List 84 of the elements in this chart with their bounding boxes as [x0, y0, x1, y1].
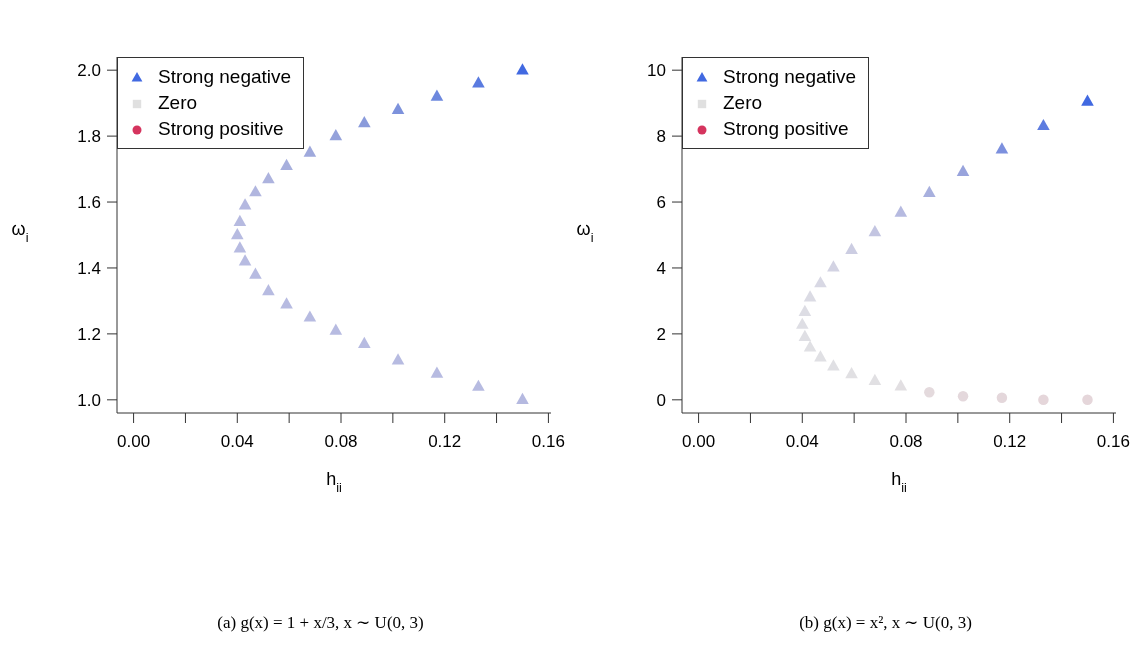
point [845, 367, 858, 379]
y-tick-label: 1.0 [77, 390, 101, 410]
point [472, 76, 485, 88]
x-tick-label: 0.12 [993, 432, 1027, 452]
point [868, 373, 882, 385]
legend-label: Strong positive [158, 117, 284, 141]
y-tick-label: 1.4 [77, 259, 101, 278]
point [894, 205, 908, 217]
point [814, 350, 827, 362]
point [827, 260, 840, 272]
point [868, 225, 882, 237]
point [1082, 394, 1093, 406]
point [391, 102, 405, 114]
point [845, 242, 858, 255]
point [996, 392, 1008, 404]
point [249, 185, 262, 197]
y-tick-label: 1.2 [77, 324, 101, 344]
point [430, 366, 444, 378]
x-tick-label: 0.04 [785, 432, 819, 452]
point [798, 329, 812, 342]
y-tick-label: 2.0 [77, 61, 101, 81]
point [923, 185, 936, 198]
y-tick-label: 2 [656, 324, 666, 344]
x-tick-label: 0.08 [889, 432, 923, 452]
legend-label: Zero [158, 91, 198, 115]
point [280, 158, 293, 170]
point [957, 390, 969, 402]
point [231, 228, 244, 240]
point [391, 353, 405, 365]
point [924, 386, 935, 398]
x-tick-label: 0.04 [220, 432, 254, 452]
x-tick-label: 0.00 [117, 432, 151, 452]
y-tick-label: 8 [656, 127, 666, 147]
x-axis-title: h$_{ii}$ [891, 469, 907, 495]
point [798, 304, 812, 316]
point [262, 171, 275, 184]
x-tick-label: 0.08 [324, 432, 358, 452]
point [233, 241, 247, 253]
x-tick-label: 0.12 [428, 432, 462, 452]
point [358, 115, 371, 128]
point [238, 254, 252, 266]
point [329, 323, 343, 335]
point [472, 379, 485, 391]
point [238, 198, 252, 210]
point [280, 297, 293, 309]
point [516, 392, 529, 405]
point [803, 340, 817, 352]
legend-label: Strong positive [723, 117, 849, 141]
y-axis-title: ω$_{i}$ [576, 219, 594, 245]
point [894, 379, 908, 391]
point [1038, 394, 1049, 406]
text: (b) g(x) = x², x ∼ U(0, 3) [798, 612, 973, 633]
y-tick-label: 1.8 [77, 127, 101, 147]
legend-label: Strong negative [723, 65, 857, 89]
point [358, 336, 371, 348]
point [1037, 118, 1050, 131]
y-tick-label: 0 [656, 390, 666, 410]
y-tick-label: 6 [656, 193, 666, 213]
legend-label: Zero [723, 91, 763, 115]
x-tick-label: 0.00 [682, 432, 716, 452]
point [303, 310, 317, 322]
point [1081, 94, 1094, 106]
x-axis-title: h$_{ii}$ [326, 469, 342, 495]
point [803, 290, 817, 302]
y-axis-title: ω$_{i}$ [11, 219, 29, 245]
x-tick-label: 0.16 [1096, 432, 1130, 452]
point [995, 142, 1009, 154]
point [249, 267, 262, 279]
x-tick-label: 0.16 [531, 432, 565, 452]
y-tick-label: 10 [647, 61, 666, 81]
point [516, 63, 529, 75]
point [262, 284, 275, 296]
point [796, 317, 809, 329]
point [814, 276, 827, 288]
text: (a) g(x) = 1 + x/3, x ∼ U(0, 3) [216, 612, 425, 633]
point [430, 89, 444, 101]
point [956, 164, 970, 176]
point [303, 145, 317, 157]
legend-label: Strong negative [158, 65, 292, 89]
point [233, 214, 247, 227]
point [329, 129, 343, 141]
point [827, 359, 840, 371]
y-tick-label: 4 [656, 259, 666, 278]
y-tick-label: 1.6 [77, 193, 101, 213]
